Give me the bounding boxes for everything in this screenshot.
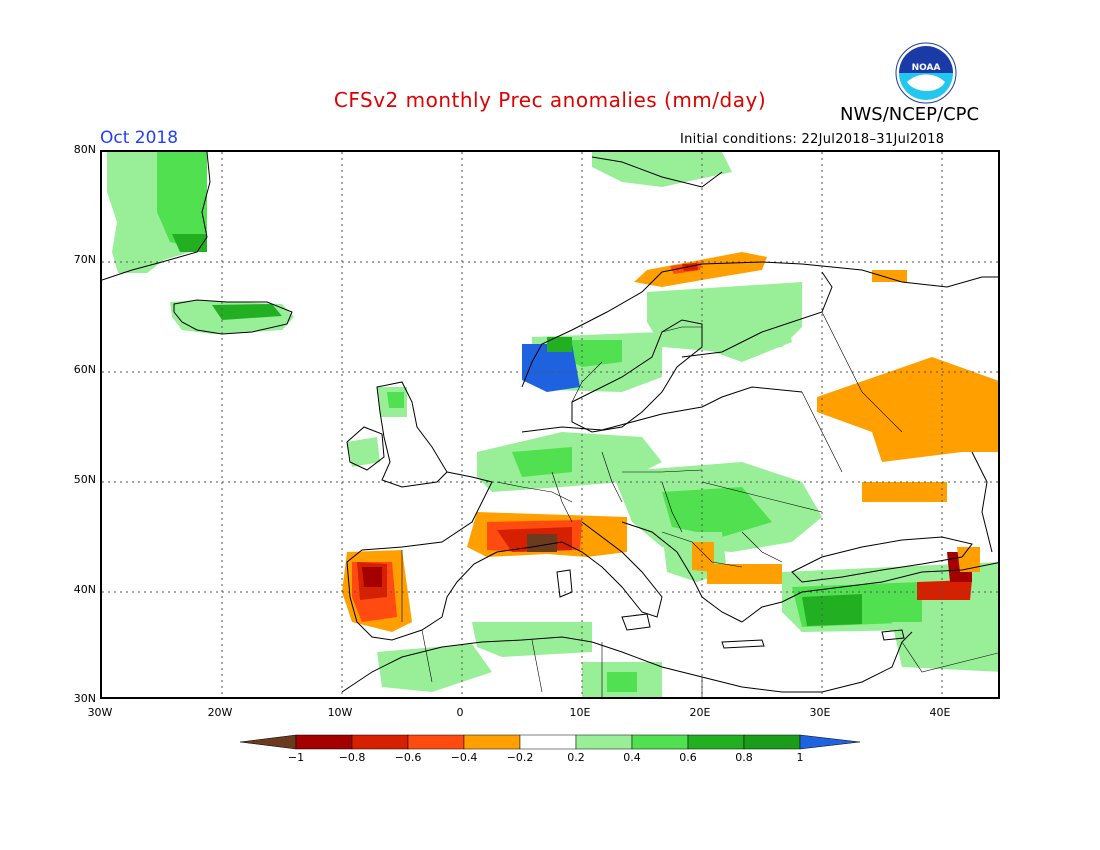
coast-svalbard	[591, 156, 723, 188]
anomaly-balkans-mid	[662, 487, 772, 537]
colorbar-bin-6	[575, 734, 633, 750]
coast-black-sea	[791, 536, 973, 583]
colorbar-bin-9	[743, 734, 801, 750]
anomaly-caucasus-orange	[957, 547, 980, 572]
anomaly-baltics-dark	[547, 337, 572, 352]
colorbar-label-7: 0.4	[623, 751, 641, 764]
lat-label-60n: 60N	[73, 363, 96, 376]
colorbar-bin-1	[295, 734, 353, 750]
coast-iceland	[173, 299, 293, 335]
coast-scandinavia	[521, 261, 998, 388]
coastlines	[102, 152, 998, 693]
colorbar-bin-2	[351, 734, 409, 750]
coast-crete	[721, 639, 765, 649]
lon-label-30e: 30E	[809, 706, 831, 719]
anomaly-libya-mid	[607, 672, 637, 692]
anomaly-norway-darkred	[682, 263, 698, 271]
anomaly-bulgaria-orange	[707, 564, 782, 584]
coast-france-iberia	[346, 471, 498, 641]
anomaly-sweden-mid	[562, 340, 622, 367]
lat-label-70n: 70N	[73, 253, 96, 266]
anomaly-russia-orange	[817, 357, 998, 462]
forecast-month: Oct 2018	[100, 128, 179, 148]
anomaly-levant	[892, 622, 998, 672]
colorbar	[240, 734, 861, 750]
colorbar-bin-4	[463, 734, 521, 750]
colorbar-arrow-high	[799, 734, 861, 750]
initial-conditions: Initial conditions: 22Jul2018–31Jul2018	[680, 132, 945, 147]
anomaly-svalbard	[592, 152, 732, 187]
anomaly-kola	[872, 270, 907, 282]
anomaly-finland	[712, 302, 792, 362]
lon-label-20w: 20W	[207, 706, 233, 719]
coast-mediterranean-north	[496, 521, 663, 618]
coast-north-africa	[341, 631, 913, 693]
coast-sicily	[621, 613, 651, 631]
lon-label-0: 0	[456, 706, 464, 719]
noaa-logo: NOAA	[895, 42, 957, 104]
map-panel	[100, 150, 1000, 699]
coast-finland	[681, 271, 833, 358]
anomaly-turkey-dark	[802, 594, 862, 626]
anomaly-germany-mid	[512, 447, 572, 477]
coast-greenland	[102, 152, 211, 281]
colorbar-label-1: −1	[287, 751, 305, 764]
anomaly-iceland-strong	[212, 304, 282, 320]
colorbar-bin-5	[519, 734, 577, 750]
anomaly-caucasus-red	[917, 580, 972, 600]
anomaly-greenland-strong	[157, 152, 207, 247]
agency-label: NWS/NCEP/CPC	[840, 104, 980, 125]
anomaly-iberia-deep	[362, 567, 382, 587]
colorbar-label-5: −0.2	[506, 751, 534, 764]
colorbar-label-8: 0.6	[679, 751, 697, 764]
lat-label-80n: 80N	[73, 143, 96, 156]
coast-cyprus	[881, 629, 905, 641]
lon-label-20e: 20E	[689, 706, 711, 719]
graticule	[102, 152, 998, 697]
colorbar-label-3: −0.6	[394, 751, 422, 764]
coast-ireland	[346, 426, 385, 471]
lon-label-30w: 30W	[87, 706, 113, 719]
colorbar-bin-8	[687, 734, 745, 750]
coast-adriatic	[621, 521, 743, 623]
colorbar-bin-3	[407, 734, 465, 750]
anomaly-russia-south-orange	[862, 482, 947, 502]
map-canvas	[102, 152, 998, 697]
anomaly-norway-coast	[634, 252, 767, 287]
lat-label-40n: 40N	[73, 583, 96, 596]
anomaly-fields	[107, 152, 998, 697]
lat-label-30n: 30N	[73, 692, 96, 705]
colorbar-label-10: 1	[796, 751, 804, 764]
coast-sardinia	[556, 569, 573, 598]
colorbar-label-4: −0.4	[450, 751, 478, 764]
anomaly-norway-west-blue	[522, 344, 580, 392]
coast-baltic-south	[521, 386, 803, 433]
coast-caspian	[971, 451, 993, 553]
anomaly-greenland-dark	[172, 234, 207, 252]
colorbar-arrow-low	[240, 734, 297, 750]
lon-label-10w: 10W	[327, 706, 353, 719]
anomaly-morocco	[377, 644, 492, 692]
colorbar-label-6: 0.2	[567, 751, 585, 764]
lat-label-50n: 50N	[73, 473, 96, 486]
anomaly-ireland	[347, 437, 380, 467]
anomaly-france-brown	[527, 534, 557, 552]
lon-label-10e: 10E	[569, 706, 591, 719]
colorbar-label-9: 0.8	[735, 751, 753, 764]
anomaly-scotland-dark	[387, 392, 404, 408]
noaa-logo-text: NOAA	[912, 63, 941, 73]
colorbar-label-2: −0.8	[338, 751, 366, 764]
colorbar-bin-7	[631, 734, 689, 750]
coast-aegean-turkey	[741, 562, 998, 623]
lon-label-40e: 40E	[929, 706, 951, 719]
coast-gb	[376, 381, 448, 488]
country-borders	[401, 311, 998, 697]
map-title: CFSv2 monthly Prec anomalies (mm/day)	[333, 88, 767, 112]
